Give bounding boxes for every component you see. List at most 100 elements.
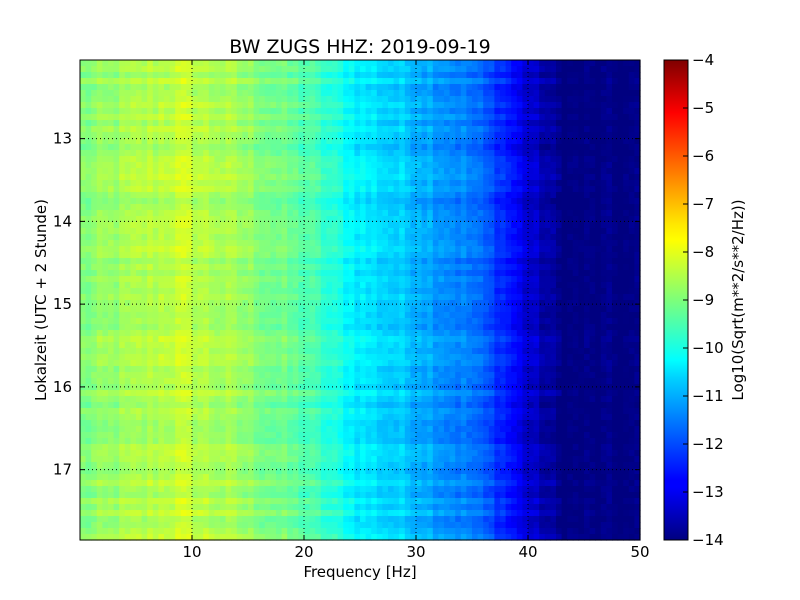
heatmap-cell — [281, 120, 288, 127]
heatmap-cell — [572, 126, 579, 133]
heatmap-cell — [550, 150, 557, 157]
heatmap-cell — [483, 72, 490, 79]
heatmap-cell — [606, 102, 613, 109]
heatmap-cell — [628, 330, 635, 337]
heatmap-cell — [572, 210, 579, 217]
heatmap-cell — [337, 156, 344, 163]
heatmap-cell — [348, 108, 355, 115]
heatmap-cell — [354, 330, 361, 337]
heatmap-cell — [315, 228, 322, 235]
heatmap-cell — [225, 180, 232, 187]
heatmap-cell — [147, 282, 154, 289]
heatmap-cell — [371, 162, 378, 169]
heatmap-cell — [214, 342, 221, 349]
heatmap-cell — [606, 288, 613, 295]
heatmap-cell — [96, 288, 103, 295]
heatmap-cell — [124, 324, 131, 331]
heatmap-cell — [152, 108, 159, 115]
heatmap-cell — [270, 318, 277, 325]
heatmap-cell — [248, 72, 255, 79]
heatmap-cell — [628, 144, 635, 151]
heatmap-cell — [410, 270, 417, 277]
heatmap-cell — [589, 318, 596, 325]
heatmap-cell — [96, 312, 103, 319]
heatmap-cell — [528, 108, 535, 115]
heatmap-cell — [320, 90, 327, 97]
heatmap-cell — [466, 270, 473, 277]
heatmap-cell — [617, 306, 624, 313]
heatmap-cell — [511, 300, 518, 307]
heatmap-cell — [444, 342, 451, 349]
heatmap-cell — [572, 282, 579, 289]
heatmap-cell — [96, 138, 103, 145]
heatmap-cell — [466, 204, 473, 211]
heatmap-cell — [96, 174, 103, 181]
heatmap-cell — [158, 108, 165, 115]
heatmap-cell — [102, 78, 109, 85]
heatmap-cell — [231, 228, 238, 235]
heatmap-cell — [511, 66, 518, 73]
heatmap-cell — [242, 228, 249, 235]
heatmap-cell — [186, 252, 193, 259]
heatmap-cell — [578, 354, 585, 361]
heatmap-cell — [371, 192, 378, 199]
heatmap-cell — [253, 294, 260, 301]
heatmap-cell — [96, 150, 103, 157]
heatmap-cell — [561, 312, 568, 319]
heatmap-cell — [220, 192, 227, 199]
heatmap-cell — [477, 162, 484, 169]
heatmap-cell — [130, 66, 137, 73]
heatmap-cell — [119, 348, 126, 355]
heatmap-cell — [236, 330, 243, 337]
heatmap-cell — [584, 354, 591, 361]
heatmap-cell — [264, 156, 271, 163]
heatmap-cell — [556, 120, 563, 127]
heatmap-cell — [634, 174, 641, 181]
heatmap-cell — [276, 90, 283, 97]
heatmap-cell — [253, 252, 260, 259]
heatmap-cell — [220, 150, 227, 157]
heatmap-cell — [578, 288, 585, 295]
heatmap-cell — [281, 138, 288, 145]
heatmap-cell — [192, 210, 199, 217]
heatmap-cell — [225, 324, 232, 331]
heatmap-cell — [449, 138, 456, 145]
heatmap-cell — [488, 72, 495, 79]
heatmap-cell — [225, 150, 232, 157]
heatmap-cell — [544, 60, 551, 67]
heatmap-cell — [360, 96, 367, 103]
heatmap-cell — [292, 150, 299, 157]
heatmap-cell — [432, 186, 439, 193]
heatmap-cell — [337, 210, 344, 217]
heatmap-cell — [96, 330, 103, 337]
heatmap-cell — [550, 222, 557, 229]
heatmap-cell — [572, 324, 579, 331]
heatmap-cell — [180, 234, 187, 241]
heatmap-cell — [158, 102, 165, 109]
heatmap-cell — [472, 258, 479, 265]
heatmap-cell — [264, 348, 271, 355]
heatmap-cell — [309, 96, 316, 103]
heatmap-cell — [466, 276, 473, 283]
heatmap-cell — [550, 174, 557, 181]
heatmap-cell — [612, 66, 619, 73]
heatmap-cell — [108, 342, 115, 349]
heatmap-cell — [298, 156, 305, 163]
heatmap-cell — [164, 252, 171, 259]
heatmap-cell — [175, 300, 182, 307]
heatmap-cell — [416, 306, 423, 313]
heatmap-cell — [561, 60, 568, 67]
heatmap-cell — [360, 264, 367, 271]
heatmap-cell — [113, 318, 120, 325]
heatmap-cell — [343, 192, 350, 199]
heatmap-cell — [186, 282, 193, 289]
heatmap-cell — [119, 342, 126, 349]
heatmap-cell — [505, 138, 512, 145]
heatmap-cell — [85, 198, 92, 205]
heatmap-cell — [292, 300, 299, 307]
heatmap-cell — [270, 300, 277, 307]
heatmap-cell — [539, 348, 546, 355]
heatmap-cell — [354, 306, 361, 313]
heatmap-cell — [578, 210, 585, 217]
heatmap-cell — [623, 174, 630, 181]
